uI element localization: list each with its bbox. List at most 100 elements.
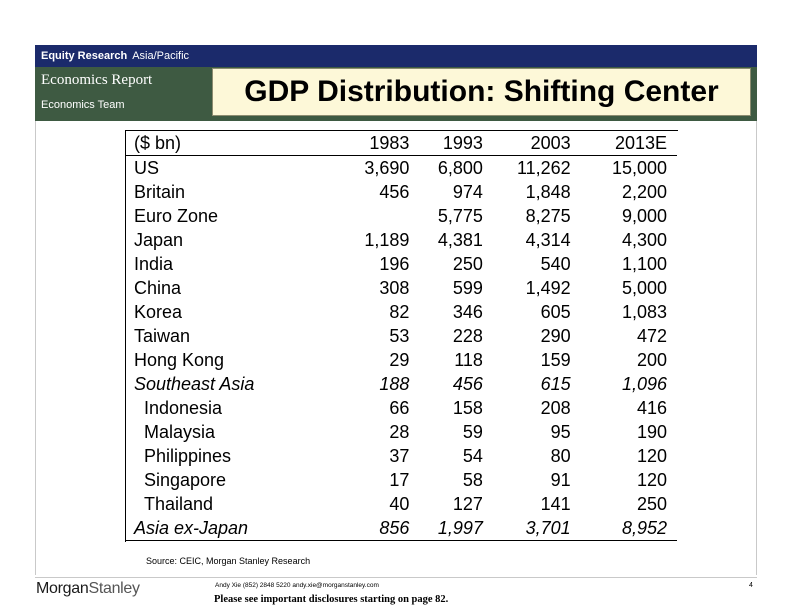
row-label: Singapore <box>144 470 227 490</box>
table-header-row: ($ bn) 1983 1993 2003 2013E <box>126 131 677 156</box>
table-row: India 196 250 540 1,100 <box>126 252 677 276</box>
table-cell: 29 <box>389 350 410 370</box>
table-row: Japan 1,189 4,381 4,314 4,300 <box>126 228 677 252</box>
table-cell: 17 <box>389 470 410 490</box>
column-header: ($ bn) <box>126 131 336 156</box>
row-label: Malaysia <box>144 422 216 442</box>
table-cell: 188 <box>379 374 410 394</box>
table-cell: 290 <box>540 326 571 346</box>
table-cell: 3,690 <box>364 158 410 178</box>
table-cell: 1,492 <box>525 278 571 298</box>
table-cell: 59 <box>462 422 483 442</box>
table-cell: 5,000 <box>621 278 667 298</box>
row-label: India <box>134 254 174 274</box>
table-cell: 120 <box>636 446 667 466</box>
row-label: Japan <box>134 230 184 250</box>
row-label: Asia ex-Japan <box>126 516 336 541</box>
table-cell: 250 <box>452 254 483 274</box>
table-cell: 141 <box>540 494 571 514</box>
table-top-rule <box>125 130 678 131</box>
table-cell: 1,083 <box>621 302 667 322</box>
table-row: Indonesia 66 158 208 416 <box>126 396 677 420</box>
row-label: Southeast Asia <box>134 374 255 394</box>
table-cell: 472 <box>636 326 667 346</box>
row-label: Taiwan <box>134 326 191 346</box>
title-box: GDP Distribution: Shifting Center <box>212 68 751 116</box>
table-row: Southeast Asia 188 456 615 1,096 <box>126 372 677 396</box>
column-header: 2013E <box>570 131 677 156</box>
table-cell: 54 <box>462 446 483 466</box>
source-note: Source: CEIC, Morgan Stanley Research <box>146 556 311 566</box>
table-cell: 37 <box>389 446 410 466</box>
table-cell: 53 <box>389 326 410 346</box>
table-cell: 11,262 <box>516 158 571 178</box>
table-cell: 200 <box>636 350 667 370</box>
table-row: Singapore 17 58 91 120 <box>126 468 677 492</box>
table-cell: 6,800 <box>437 158 483 178</box>
table-cell: 2,200 <box>621 182 667 202</box>
table-cell: 58 <box>462 470 483 490</box>
region-label: Asia/Pacific <box>132 50 190 62</box>
table-cell: 8,275 <box>525 206 571 226</box>
table-cell: 66 <box>389 398 410 418</box>
department-label: Equity Research <box>41 50 128 62</box>
table-cell: 4,300 <box>621 230 667 250</box>
team-name: Economics Team <box>41 99 125 111</box>
table-cell: 127 <box>452 494 483 514</box>
table-cell: 4,314 <box>525 230 571 250</box>
table-cell: 456 <box>452 374 483 394</box>
table-row: Korea 82 346 605 1,083 <box>126 300 677 324</box>
table-cell <box>336 204 410 228</box>
row-label: Euro Zone <box>134 206 219 226</box>
table-row: Britain 456 974 1,848 2,200 <box>126 180 677 204</box>
table-row: US 3,690 6,800 11,262 15,000 <box>126 156 677 181</box>
table-cell: 190 <box>636 422 667 442</box>
table-cell: 1,189 <box>364 230 410 250</box>
row-label: Philippines <box>144 446 232 466</box>
table-cell: 196 <box>379 254 410 274</box>
table-cell: 605 <box>540 302 571 322</box>
table-cell: 615 <box>540 374 571 394</box>
table-row: Hong Kong 29 118 159 200 <box>126 348 677 372</box>
table-cell: 9,000 <box>621 206 667 226</box>
table-cell: 120 <box>636 470 667 490</box>
logo-text-stanley: Stanley <box>88 580 140 597</box>
row-label: Hong Kong <box>134 350 225 370</box>
table-cell: 599 <box>452 278 483 298</box>
table-cell: 3,701 <box>482 516 571 541</box>
table-cell: 856 <box>335 516 410 541</box>
analyst-contact: Andy Xie (852) 2848 5220 andy.xie@morgan… <box>215 582 379 589</box>
table-row: Asia ex-Japan 856 1,997 3,701 8,952 <box>126 516 677 541</box>
table-cell: 158 <box>452 398 483 418</box>
column-header: 1993 <box>409 131 483 156</box>
table-cell: 8,952 <box>570 516 677 541</box>
column-header: 1983 <box>335 131 410 156</box>
table-row: Thailand 40 127 141 250 <box>126 492 677 516</box>
table-cell: 416 <box>636 398 667 418</box>
row-label: Korea <box>134 302 183 322</box>
table-row: Malaysia 28 59 95 190 <box>126 420 677 444</box>
table-row: Philippines 37 54 80 120 <box>126 444 677 468</box>
table-cell: 82 <box>389 302 410 322</box>
table-cell: 1,997 <box>409 516 483 541</box>
slide-frame <box>35 45 757 575</box>
table-cell: 28 <box>389 422 410 442</box>
disclosure-note: Please see important disclosures startin… <box>214 594 449 605</box>
row-label: Thailand <box>144 494 214 514</box>
page-title: GDP Distribution: Shifting Center <box>244 75 719 108</box>
table-cell: 456 <box>379 182 410 202</box>
row-label: China <box>134 278 182 298</box>
logo-text-morgan: Morgan <box>36 580 89 597</box>
table-cell: 346 <box>452 302 483 322</box>
row-label: US <box>134 158 160 178</box>
table-row: Euro Zone 5,775 8,275 9,000 <box>126 204 677 228</box>
company-logo: MorganStanley <box>36 580 140 598</box>
row-label: Britain <box>134 182 186 202</box>
row-label: Indonesia <box>144 398 223 418</box>
table-cell: 91 <box>550 470 571 490</box>
table-cell: 540 <box>540 254 571 274</box>
table-cell: 15,000 <box>611 158 667 178</box>
table-cell: 308 <box>379 278 410 298</box>
table-cell: 1,848 <box>525 182 571 202</box>
top-bar: Equity Research Asia/Pacific <box>35 45 757 67</box>
